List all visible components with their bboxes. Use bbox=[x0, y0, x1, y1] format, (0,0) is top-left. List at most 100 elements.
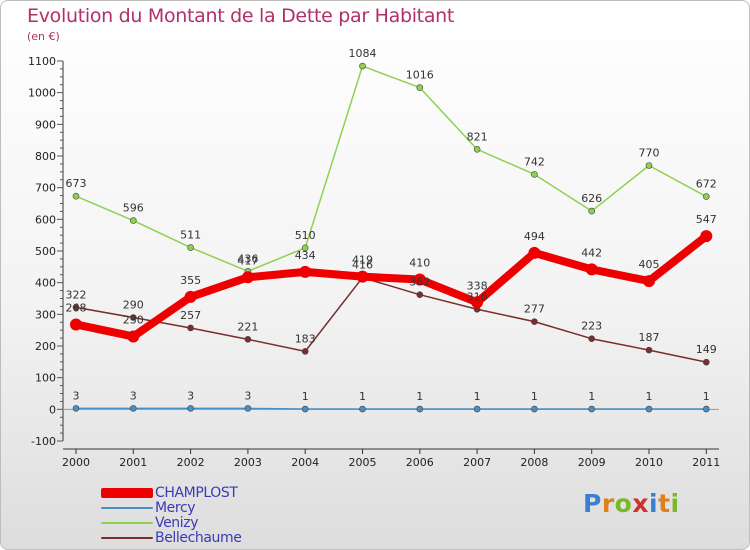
data-label-bellechaume: 149 bbox=[696, 343, 717, 356]
data-point-venizy bbox=[359, 62, 366, 70]
data-point-champlost bbox=[184, 290, 197, 303]
data-label-champlost: 405 bbox=[639, 258, 660, 271]
series-line-bellechaume bbox=[75, 276, 707, 363]
x-tick-label: 2005 bbox=[349, 456, 377, 469]
data-label-mercy: 1 bbox=[588, 390, 595, 403]
data-label-venizy: 673 bbox=[66, 177, 87, 190]
data-point-bellechaume bbox=[130, 314, 137, 321]
data-label-venizy: 511 bbox=[180, 229, 201, 242]
legend-item-champlost: CHAMPLOST bbox=[101, 484, 241, 501]
y-tick-label: 0 bbox=[49, 403, 56, 416]
x-tick-label: 2008 bbox=[520, 456, 548, 469]
legend-label-champlost: CHAMPLOST bbox=[155, 484, 238, 501]
data-label-mercy: 1 bbox=[302, 390, 309, 403]
data-point-venizy bbox=[187, 244, 194, 251]
data-label-venizy: 742 bbox=[524, 155, 545, 168]
legend-item-mercy: Mercy bbox=[101, 500, 241, 516]
x-tick-label: 2011 bbox=[692, 456, 720, 469]
data-label-champlost: 419 bbox=[352, 254, 373, 267]
data-label-venizy: 672 bbox=[696, 178, 717, 191]
data-label-bellechaume: 277 bbox=[524, 303, 545, 316]
data-label-bellechaume: 416 bbox=[352, 259, 373, 272]
data-point-mercy bbox=[531, 405, 538, 413]
data-label-bellechaume: 257 bbox=[180, 309, 201, 322]
data-label-mercy: 1 bbox=[416, 390, 423, 403]
x-tick-label: 2001 bbox=[119, 456, 147, 469]
data-point-champlost bbox=[127, 330, 140, 343]
y-tick-label: 400 bbox=[35, 277, 56, 290]
data-label-mercy: 1 bbox=[359, 390, 366, 403]
data-point-venizy bbox=[645, 162, 653, 169]
data-point-mercy bbox=[473, 405, 481, 413]
x-tick-label: 2009 bbox=[578, 456, 606, 469]
y-tick-label: 500 bbox=[35, 245, 56, 258]
data-label-bellechaume: 316 bbox=[467, 290, 488, 303]
data-point-bellechaume bbox=[301, 348, 309, 355]
x-tick-label: 2004 bbox=[291, 456, 319, 469]
data-label-mercy: 3 bbox=[73, 389, 80, 402]
data-point-venizy bbox=[531, 171, 538, 178]
data-label-venizy: 1016 bbox=[406, 69, 434, 82]
data-point-champlost bbox=[528, 246, 541, 259]
data-point-mercy bbox=[130, 405, 137, 412]
series-layer bbox=[70, 62, 713, 413]
data-point-bellechaume bbox=[416, 291, 424, 299]
data-point-champlost bbox=[299, 265, 312, 278]
data-label-champlost: 547 bbox=[696, 213, 717, 226]
data-point-mercy bbox=[72, 405, 80, 412]
data-label-venizy: 510 bbox=[295, 229, 316, 242]
data-point-champlost bbox=[700, 230, 713, 243]
axes bbox=[57, 60, 719, 454]
legend-label-venizy: Venizy bbox=[155, 514, 199, 531]
data-label-venizy: 1084 bbox=[349, 47, 377, 60]
y-tick-label: 1000 bbox=[28, 87, 56, 100]
data-label-champlost: 434 bbox=[295, 249, 316, 262]
data-label-mercy: 3 bbox=[244, 389, 251, 402]
data-label-bellechaume: 183 bbox=[295, 332, 316, 345]
data-point-venizy bbox=[301, 244, 309, 252]
data-label-mercy: 3 bbox=[130, 389, 137, 402]
data-label-mercy: 1 bbox=[703, 390, 710, 403]
data-label-bellechaume: 187 bbox=[639, 331, 660, 344]
data-label-bellechaume: 290 bbox=[123, 299, 144, 312]
data-point-venizy bbox=[416, 84, 424, 91]
data-label-mercy: 1 bbox=[531, 390, 538, 403]
data-point-champlost bbox=[585, 263, 598, 276]
legend-swatch-bellechaume bbox=[101, 536, 153, 539]
data-point-venizy bbox=[588, 207, 596, 215]
data-point-venizy bbox=[130, 217, 137, 224]
legend-swatch-venizy bbox=[101, 521, 153, 524]
data-point-mercy bbox=[702, 405, 710, 413]
data-point-mercy bbox=[301, 405, 309, 413]
x-tick-label: 2000 bbox=[62, 456, 90, 469]
series-line-venizy bbox=[75, 65, 707, 273]
data-point-bellechaume bbox=[645, 346, 653, 354]
data-point-mercy bbox=[416, 405, 424, 413]
data-label-bellechaume: 362 bbox=[409, 276, 430, 289]
data-label-champlost: 230 bbox=[123, 314, 144, 327]
data-point-champlost bbox=[471, 296, 484, 309]
data-point-bellechaume bbox=[187, 324, 194, 332]
x-tick-label: 2003 bbox=[234, 456, 262, 469]
x-tick-label: 2007 bbox=[463, 456, 491, 469]
data-label-mercy: 1 bbox=[474, 390, 481, 403]
x-tick-label: 2010 bbox=[635, 456, 663, 469]
legend-item-bellechaume: Bellechaume bbox=[101, 530, 242, 546]
data-point-champlost bbox=[356, 270, 369, 283]
data-point-champlost bbox=[70, 318, 82, 331]
data-label-champlost: 442 bbox=[581, 246, 602, 259]
data-point-bellechaume bbox=[702, 358, 710, 366]
data-point-bellechaume bbox=[588, 335, 596, 343]
legend-item-venizy: Venizy bbox=[101, 514, 241, 531]
data-label-champlost: 494 bbox=[524, 230, 545, 243]
data-point-mercy bbox=[359, 405, 366, 413]
series-line-champlost bbox=[75, 232, 709, 341]
data-label-mercy: 1 bbox=[646, 390, 653, 403]
data-point-champlost bbox=[643, 275, 655, 288]
data-point-champlost bbox=[413, 273, 426, 286]
data-label-bellechaume: 322 bbox=[66, 288, 87, 301]
data-point-mercy bbox=[645, 405, 653, 413]
data-label-champlost: 355 bbox=[180, 274, 201, 287]
